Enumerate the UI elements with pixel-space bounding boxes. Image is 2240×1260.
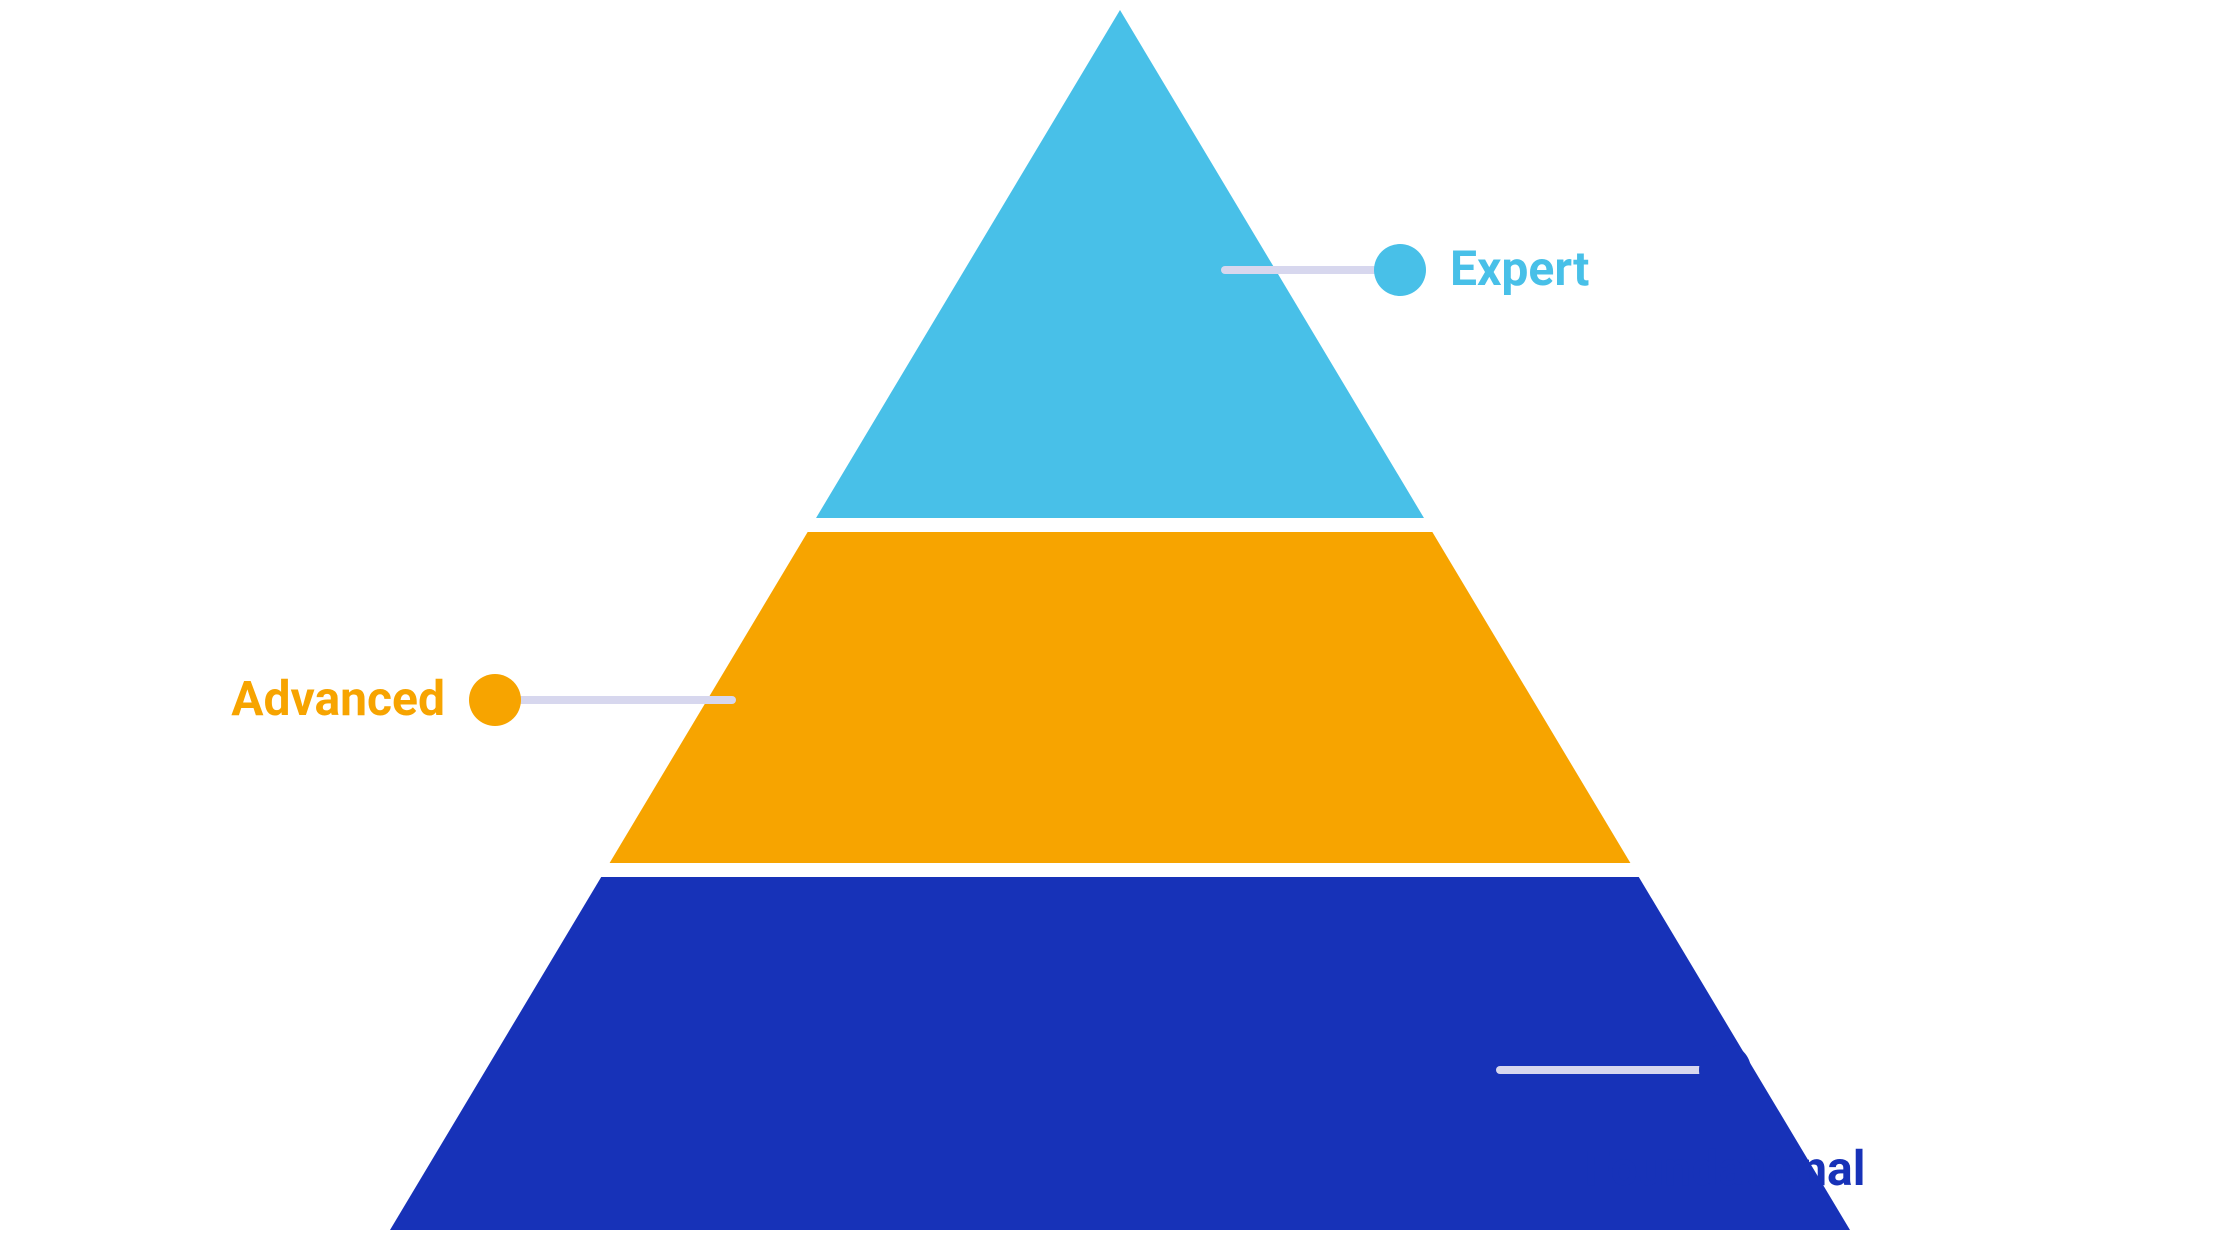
tier-label-foundational: Foundational xyxy=(1585,1140,1866,1197)
tier-advanced xyxy=(605,525,1634,870)
tier-label-expert: Expert xyxy=(1450,240,1589,297)
pyramid-svg xyxy=(0,0,2240,1260)
dot-advanced xyxy=(469,674,521,726)
tier-label-advanced: Advanced xyxy=(231,670,445,727)
pyramid-diagram: Expert Advanced Foundational xyxy=(0,0,2240,1260)
dot-expert xyxy=(1374,244,1426,296)
dot-foundational xyxy=(1699,1044,1751,1096)
